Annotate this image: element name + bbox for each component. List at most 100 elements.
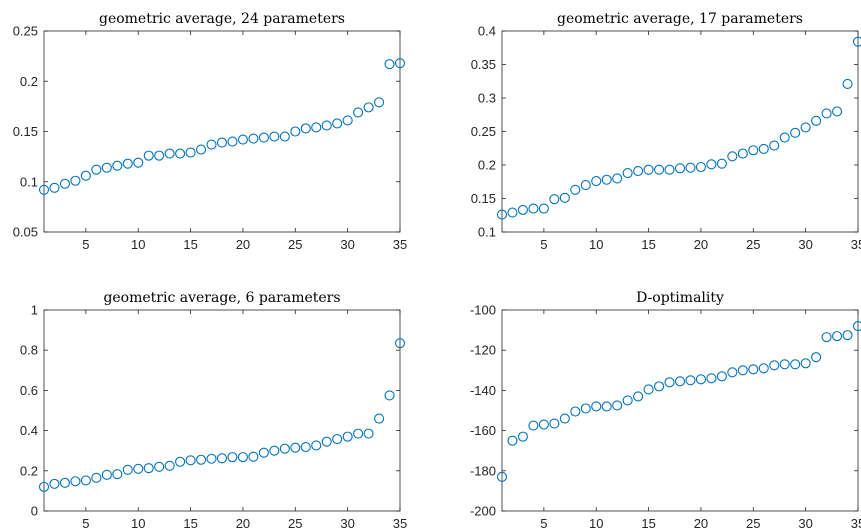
data-point (538, 419, 549, 430)
data-point (716, 371, 727, 382)
x-tick-label: 5 (540, 516, 547, 531)
data-point (342, 115, 353, 126)
y-tick-label: -160 (470, 423, 496, 438)
data-point (133, 157, 144, 168)
data-point (175, 148, 186, 159)
data-point (70, 476, 81, 487)
data-point (311, 122, 322, 133)
data-point (664, 377, 675, 388)
y-tick-label: 0.25 (13, 24, 38, 39)
data-point (580, 403, 591, 414)
data-point (811, 352, 822, 363)
data-point (70, 175, 81, 186)
x-tick-label: 15 (641, 237, 655, 252)
x-tick-label: 35 (393, 237, 407, 252)
data-point (570, 184, 581, 195)
data-point (164, 148, 175, 159)
data-point (91, 472, 102, 483)
plot-frame (43, 30, 401, 233)
data-point (258, 132, 269, 143)
data-point (842, 330, 853, 341)
data-point (601, 174, 612, 185)
x-tick-label: 30 (798, 516, 812, 531)
data-point (374, 413, 385, 424)
data-point (570, 406, 581, 417)
data-point (175, 456, 186, 467)
chart-title: D-optimality (636, 290, 724, 306)
data-point (528, 420, 539, 431)
y-tick-label: -180 (470, 463, 496, 478)
data-point (507, 435, 518, 446)
data-point (394, 58, 406, 69)
data-point (591, 401, 602, 412)
data-point (549, 418, 560, 429)
data-point (591, 176, 602, 187)
data-point (580, 180, 591, 191)
x-tick-label: 15 (641, 516, 655, 531)
x-tick-label: 25 (288, 237, 302, 252)
data-point (779, 359, 790, 370)
data-point (748, 145, 759, 156)
data-point (842, 78, 853, 89)
data-point (49, 478, 60, 489)
data-point (311, 440, 322, 451)
data-point (685, 162, 696, 173)
data-point (154, 461, 165, 472)
y-tick-label: 0.3 (478, 91, 496, 106)
x-tick-label: 25 (746, 516, 760, 531)
data-point (716, 158, 727, 169)
data-point (769, 140, 780, 151)
data-point (143, 150, 154, 161)
data-point (727, 151, 738, 162)
data-point (769, 360, 780, 371)
data-point (758, 363, 769, 374)
data-point (59, 178, 70, 189)
y-tick-label: -100 (470, 303, 496, 318)
x-tick-label: 15 (183, 237, 197, 252)
data-point (559, 192, 570, 203)
data-point (101, 469, 112, 480)
data-point (800, 122, 811, 133)
x-tick-label: 5 (82, 237, 89, 252)
data-point (612, 173, 623, 184)
data-point (790, 359, 801, 370)
data-point (248, 133, 259, 144)
data-point (811, 115, 822, 126)
x-tick-label: 25 (288, 516, 302, 531)
data-point (654, 164, 665, 175)
y-tick-label: 0.35 (471, 57, 496, 72)
data-point (237, 134, 248, 145)
data-point (133, 463, 144, 474)
data-point (49, 182, 60, 193)
data-point (821, 332, 832, 343)
data-point (353, 107, 364, 118)
data-point (290, 126, 301, 137)
x-tick-label: 10 (131, 516, 145, 531)
data-point (685, 375, 696, 386)
data-point (122, 464, 133, 475)
chart-panel-1: geometric average, 24 parameters 5 10 15 20 2… (13, 11, 408, 252)
data-point (196, 144, 207, 155)
y-tick-label: 0.15 (13, 124, 38, 139)
data-point (196, 454, 207, 465)
data-point (832, 106, 843, 117)
y-tick-label: 0.4 (478, 24, 496, 39)
y-tick-label: 0.05 (13, 225, 38, 240)
data-point (706, 373, 717, 384)
data-point (206, 453, 217, 464)
data-point (800, 358, 811, 369)
data-point (633, 165, 644, 177)
y-tick-label: 0.1 (478, 225, 496, 240)
x-tick-label: 10 (589, 237, 603, 252)
data-point (38, 184, 50, 195)
x-tick-label: 15 (183, 516, 197, 531)
chart-title: geometric average, 24 parameters (99, 11, 345, 27)
y-tick-label: 0.1 (20, 174, 38, 189)
x-tick-label: 35 (851, 516, 861, 531)
data-point (216, 137, 228, 148)
x-tick-label: 35 (393, 516, 407, 531)
data-point (269, 445, 280, 456)
y-tick-label: 1 (31, 303, 38, 318)
data-point (342, 431, 353, 442)
